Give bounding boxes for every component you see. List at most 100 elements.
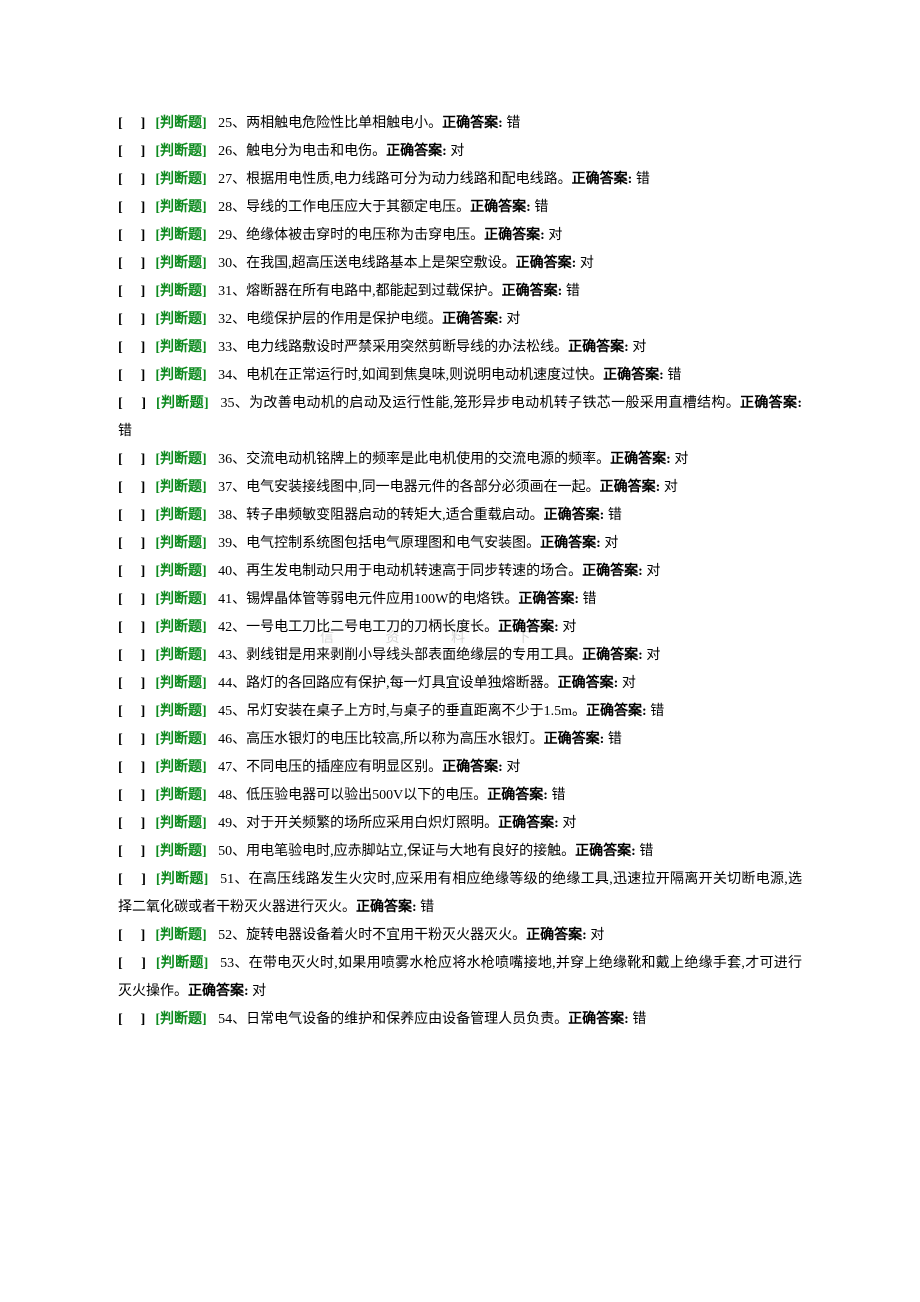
- question-number: 34: [215, 368, 233, 383]
- question-type-tag: [判断题]: [155, 1012, 206, 1027]
- answer-value: 错: [531, 200, 549, 215]
- question-number: 48: [215, 788, 233, 803]
- question-number: 47: [215, 760, 233, 775]
- answer-value: 对: [503, 312, 521, 327]
- question-item: [ ][判断题] 48、低压验电器可以验出500V以下的电压。正确答案: 错: [118, 782, 802, 810]
- answer-value: 对: [643, 564, 661, 579]
- answer-label: 正确答案:: [487, 788, 548, 803]
- question-text: 、电力线路敷设时严禁采用突然剪断导线的办法松线。: [232, 340, 568, 355]
- answer-value: 错: [664, 368, 682, 383]
- answer-label: 正确答案:: [582, 648, 643, 663]
- answer-value: 错: [629, 1012, 647, 1027]
- question-text: 、为改善电动机的启动及运行性能,笼形异步电动机转子铁芯一般采用直槽结构。: [234, 396, 740, 411]
- question-item: [ ][判断题] 35、为改善电动机的启动及运行性能,笼形异步电动机转子铁芯一般…: [118, 390, 802, 446]
- answer-value: 错: [417, 900, 435, 915]
- question-text: 、电气控制系统图包括电气原理图和电气安装图。: [232, 536, 540, 551]
- question-text: 、交流电动机铭牌上的频率是此电机使用的交流电源的频率。: [232, 452, 610, 467]
- question-item: [ ][判断题] 47、不同电压的插座应有明显区别。正确答案: 对: [118, 754, 802, 782]
- question-type-tag: [判断题]: [155, 368, 206, 383]
- question-number: 25: [215, 116, 233, 131]
- question-item: [ ][判断题] 43、剥线钳是用来剥削小导线头部表面绝缘层的专用工具。正确答案…: [118, 642, 802, 670]
- question-text: 、绝缘体被击穿时的电压称为击穿电压。: [232, 228, 484, 243]
- question-text: 、电缆保护层的作用是保护电缆。: [232, 312, 442, 327]
- answer-brackets: [ ]: [118, 312, 147, 327]
- question-number: 53: [216, 956, 234, 971]
- question-number: 52: [215, 928, 233, 943]
- answer-value: 对: [545, 228, 563, 243]
- question-number: 41: [215, 592, 233, 607]
- question-item: [ ][判断题] 54、日常电气设备的维护和保养应由设备管理人员负责。正确答案:…: [118, 1006, 802, 1034]
- answer-label: 正确答案:: [610, 452, 671, 467]
- question-item: [ ][判断题] 26、触电分为电击和电伤。正确答案: 对: [118, 138, 802, 166]
- answer-label: 正确答案:: [575, 844, 636, 859]
- question-text: 、电气安装接线图中,同一电器元件的各部分必须画在一起。: [232, 480, 600, 495]
- answer-brackets: [ ]: [118, 676, 147, 691]
- question-type-tag: [判断题]: [155, 564, 206, 579]
- question-type-tag: [判断题]: [155, 592, 206, 607]
- answer-value: 错: [604, 508, 622, 523]
- answer-value: 对: [601, 536, 619, 551]
- answer-label: 正确答案:: [356, 900, 417, 915]
- question-text: 、电机在正常运行时,如闻到焦臭味,则说明电动机速度过快。: [232, 368, 603, 383]
- answer-label: 正确答案:: [544, 508, 605, 523]
- question-item: [ ][判断题] 39、电气控制系统图包括电气原理图和电气安装图。正确答案: 对: [118, 530, 802, 558]
- answer-label: 正确答案:: [544, 732, 605, 747]
- answer-label: 正确答案:: [442, 760, 503, 775]
- answer-brackets: [ ]: [118, 648, 147, 663]
- question-number: 36: [215, 452, 233, 467]
- question-text: 、在我国,超高压送电线路基本上是架空敷设。: [232, 256, 516, 271]
- answer-brackets: [ ]: [118, 172, 147, 187]
- question-number: 46: [215, 732, 233, 747]
- question-number: 43: [215, 648, 233, 663]
- question-type-tag: [判断题]: [155, 452, 206, 467]
- question-number: 32: [215, 312, 233, 327]
- question-number: 51: [216, 872, 234, 887]
- question-type-tag: [判断题]: [155, 788, 206, 803]
- answer-brackets: [ ]: [118, 788, 147, 803]
- question-type-tag: [判断题]: [155, 928, 206, 943]
- question-text: 、低压验电器可以验出500V以下的电压。: [232, 788, 487, 803]
- answer-value: 错: [579, 592, 597, 607]
- question-number: 40: [215, 564, 233, 579]
- question-number: 31: [215, 284, 233, 299]
- answer-value: 对: [447, 144, 465, 159]
- question-item: [ ][判断题] 44、路灯的各回路应有保护,每一灯具宜设单独熔断器。正确答案:…: [118, 670, 802, 698]
- answer-label: 正确答案:: [442, 116, 503, 131]
- question-item: [ ][判断题] 51、在高压线路发生火灾时,应采用有相应绝缘等级的绝缘工具,迅…: [118, 866, 802, 922]
- question-text: 、根据用电性质,电力线路可分为动力线路和配电线路。: [232, 172, 572, 187]
- answer-value: 错: [647, 704, 665, 719]
- question-text: 、一号电工刀比二号电工刀的刀柄长度长。: [232, 620, 498, 635]
- question-item: [ ][判断题] 53、在带电灭火时,如果用喷雾水枪应将水枪喷嘴接地,并穿上绝缘…: [118, 950, 802, 1006]
- answer-label: 正确答案:: [498, 816, 559, 831]
- answer-value: 错: [118, 424, 132, 439]
- answer-label: 正确答案:: [568, 1012, 629, 1027]
- answer-label: 正确答案:: [603, 368, 664, 383]
- answer-brackets: [ ]: [118, 704, 147, 719]
- question-number: 49: [215, 816, 233, 831]
- answer-value: 对: [503, 760, 521, 775]
- question-type-tag: [判断题]: [155, 620, 206, 635]
- question-type-tag: [判断题]: [155, 676, 206, 691]
- question-number: 35: [217, 396, 235, 411]
- question-number: 45: [215, 704, 233, 719]
- question-number: 39: [215, 536, 233, 551]
- question-item: [ ][判断题] 33、电力线路敷设时严禁采用突然剪断导线的办法松线。正确答案:…: [118, 334, 802, 362]
- question-number: 50: [215, 844, 233, 859]
- question-number: 29: [215, 228, 233, 243]
- answer-value: 对: [643, 648, 661, 663]
- answer-brackets: [ ]: [118, 228, 147, 243]
- answer-brackets: [ ]: [118, 284, 147, 299]
- question-type-tag: [判断题]: [155, 816, 206, 831]
- answer-brackets: [ ]: [118, 116, 147, 131]
- answer-brackets: [ ]: [118, 200, 147, 215]
- question-item: [ ][判断题] 31、熔断器在所有电路中,都能起到过载保护。正确答案: 错: [118, 278, 802, 306]
- answer-label: 正确答案:: [558, 676, 619, 691]
- answer-value: 对: [559, 816, 577, 831]
- answer-brackets: [ ]: [118, 508, 147, 523]
- question-number: 37: [215, 480, 233, 495]
- answer-brackets: [ ]: [118, 592, 147, 607]
- question-text: 、导线的工作电压应大于其额定电压。: [232, 200, 470, 215]
- question-number: 38: [215, 508, 233, 523]
- question-number: 30: [215, 256, 233, 271]
- question-type-tag: [判断题]: [155, 144, 206, 159]
